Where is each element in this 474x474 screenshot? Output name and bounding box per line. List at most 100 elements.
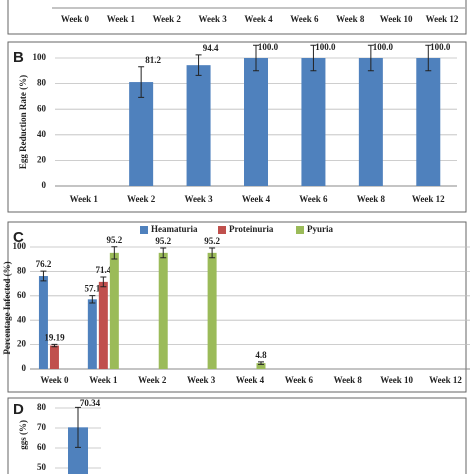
x-tick-label: Week 2 <box>138 375 167 385</box>
x-tick-label: Week 1 <box>70 194 99 204</box>
x-tick-label: Week 0 <box>40 375 69 385</box>
data-label: 95.2 <box>204 236 220 246</box>
x-tick-label: Week 1 <box>89 375 118 385</box>
legend-swatch <box>140 226 148 234</box>
error-bar <box>111 246 118 260</box>
bar <box>129 82 154 186</box>
data-label: 94.4 <box>203 43 219 53</box>
y-axis-label: ggs (%) <box>18 420 28 450</box>
y-tick-label: 70 <box>37 422 47 432</box>
panel-box <box>7 0 467 35</box>
y-tick-label: 50 <box>37 462 47 472</box>
legend-label: Proteinuria <box>229 224 274 234</box>
data-label: 100.0 <box>315 42 336 52</box>
data-label: 100.0 <box>430 42 451 52</box>
data-label: 57.1 <box>84 284 100 294</box>
bar <box>68 427 88 474</box>
data-label: 19.19 <box>44 332 65 342</box>
panel-letter: B <box>13 49 24 66</box>
bar <box>49 345 59 369</box>
x-tick-label: Week 10 <box>380 375 413 385</box>
x-tick-label: Week 12 <box>429 375 462 385</box>
y-tick-label: 80 <box>37 78 47 88</box>
y-tick-label: 80 <box>17 265 27 275</box>
error-bar <box>310 44 317 72</box>
bar <box>244 58 268 186</box>
x-tick-label: Week 8 <box>336 14 365 24</box>
x-tick-label: Week 6 <box>290 14 319 24</box>
y-axis-label: Egg Reduction Rate (%) <box>18 75 28 169</box>
x-tick-label: Week 2 <box>127 194 156 204</box>
x-tick-label: Week 3 <box>198 14 227 24</box>
panel-box <box>7 221 467 393</box>
bar <box>186 65 211 186</box>
bar <box>38 276 48 369</box>
data-label: 76.2 <box>36 259 52 269</box>
legend-swatch <box>296 226 304 234</box>
y-axis-label: Percentage Infected (%) <box>2 261 12 354</box>
data-label: 81.2 <box>145 55 161 65</box>
error-bar <box>209 247 216 259</box>
data-label: 4.8 <box>255 350 267 360</box>
data-label: 100.0 <box>258 42 279 52</box>
bar <box>301 58 326 186</box>
y-tick-label: 60 <box>37 442 47 452</box>
y-tick-label: 40 <box>37 129 47 139</box>
bar <box>358 58 383 186</box>
x-tick-label: Week 8 <box>334 375 363 385</box>
error-bar <box>253 44 259 72</box>
error-bar <box>75 406 81 448</box>
panel-box <box>7 397 467 474</box>
error-bar <box>195 54 202 76</box>
bar <box>87 299 97 369</box>
panel-box <box>7 41 467 213</box>
x-tick-label: Week 4 <box>244 14 273 24</box>
error-bar <box>40 270 47 282</box>
x-tick-label: Week 3 <box>184 194 213 204</box>
legend-swatch <box>218 226 226 234</box>
x-tick-label: Week 0 <box>61 14 90 24</box>
y-tick-label: 80 <box>37 402 47 412</box>
bar <box>98 281 108 369</box>
x-tick-label: Week 6 <box>285 375 314 385</box>
bar <box>109 252 119 369</box>
error-bar <box>425 44 432 72</box>
y-tick-label: 60 <box>17 290 27 300</box>
x-tick-label: Week 10 <box>380 14 413 24</box>
y-tick-label: 20 <box>37 154 47 164</box>
error-bar <box>160 247 167 259</box>
x-tick-label: Week 4 <box>242 194 271 204</box>
y-tick-label: 0 <box>22 363 27 373</box>
error-bar <box>100 276 107 288</box>
bar <box>207 252 217 369</box>
y-tick-label: 100 <box>13 241 27 251</box>
x-tick-label: Week 4 <box>236 375 265 385</box>
data-label: 95.2 <box>106 235 122 245</box>
error-bar <box>51 343 58 348</box>
y-tick-label: 60 <box>37 103 47 113</box>
x-tick-label: Week 8 <box>357 194 386 204</box>
y-tick-label: 40 <box>17 314 27 324</box>
legend-label: Pyuria <box>307 224 333 234</box>
bar <box>416 58 441 186</box>
error-bar <box>367 44 374 72</box>
data-label: 100.0 <box>373 42 394 52</box>
y-tick-label: 0 <box>42 180 47 190</box>
x-tick-label: Week 12 <box>426 14 459 24</box>
bar <box>158 252 168 369</box>
error-bar <box>258 361 264 365</box>
data-label: 71.4 <box>95 265 111 275</box>
data-label: 70.34 <box>80 398 101 408</box>
error-bar <box>89 295 96 304</box>
y-tick-label: 100 <box>33 52 47 62</box>
x-tick-label: Week 3 <box>187 375 216 385</box>
x-tick-label: Week 2 <box>153 14 182 24</box>
data-label: 95.2 <box>155 236 171 246</box>
legend-label: Heamaturia <box>151 224 198 234</box>
panel-letter: C <box>13 229 24 246</box>
y-tick-label: 20 <box>17 339 27 349</box>
error-bar <box>138 66 145 98</box>
panel-letter: D <box>13 401 24 418</box>
x-tick-label: Week 1 <box>107 14 136 24</box>
bar <box>256 363 266 369</box>
